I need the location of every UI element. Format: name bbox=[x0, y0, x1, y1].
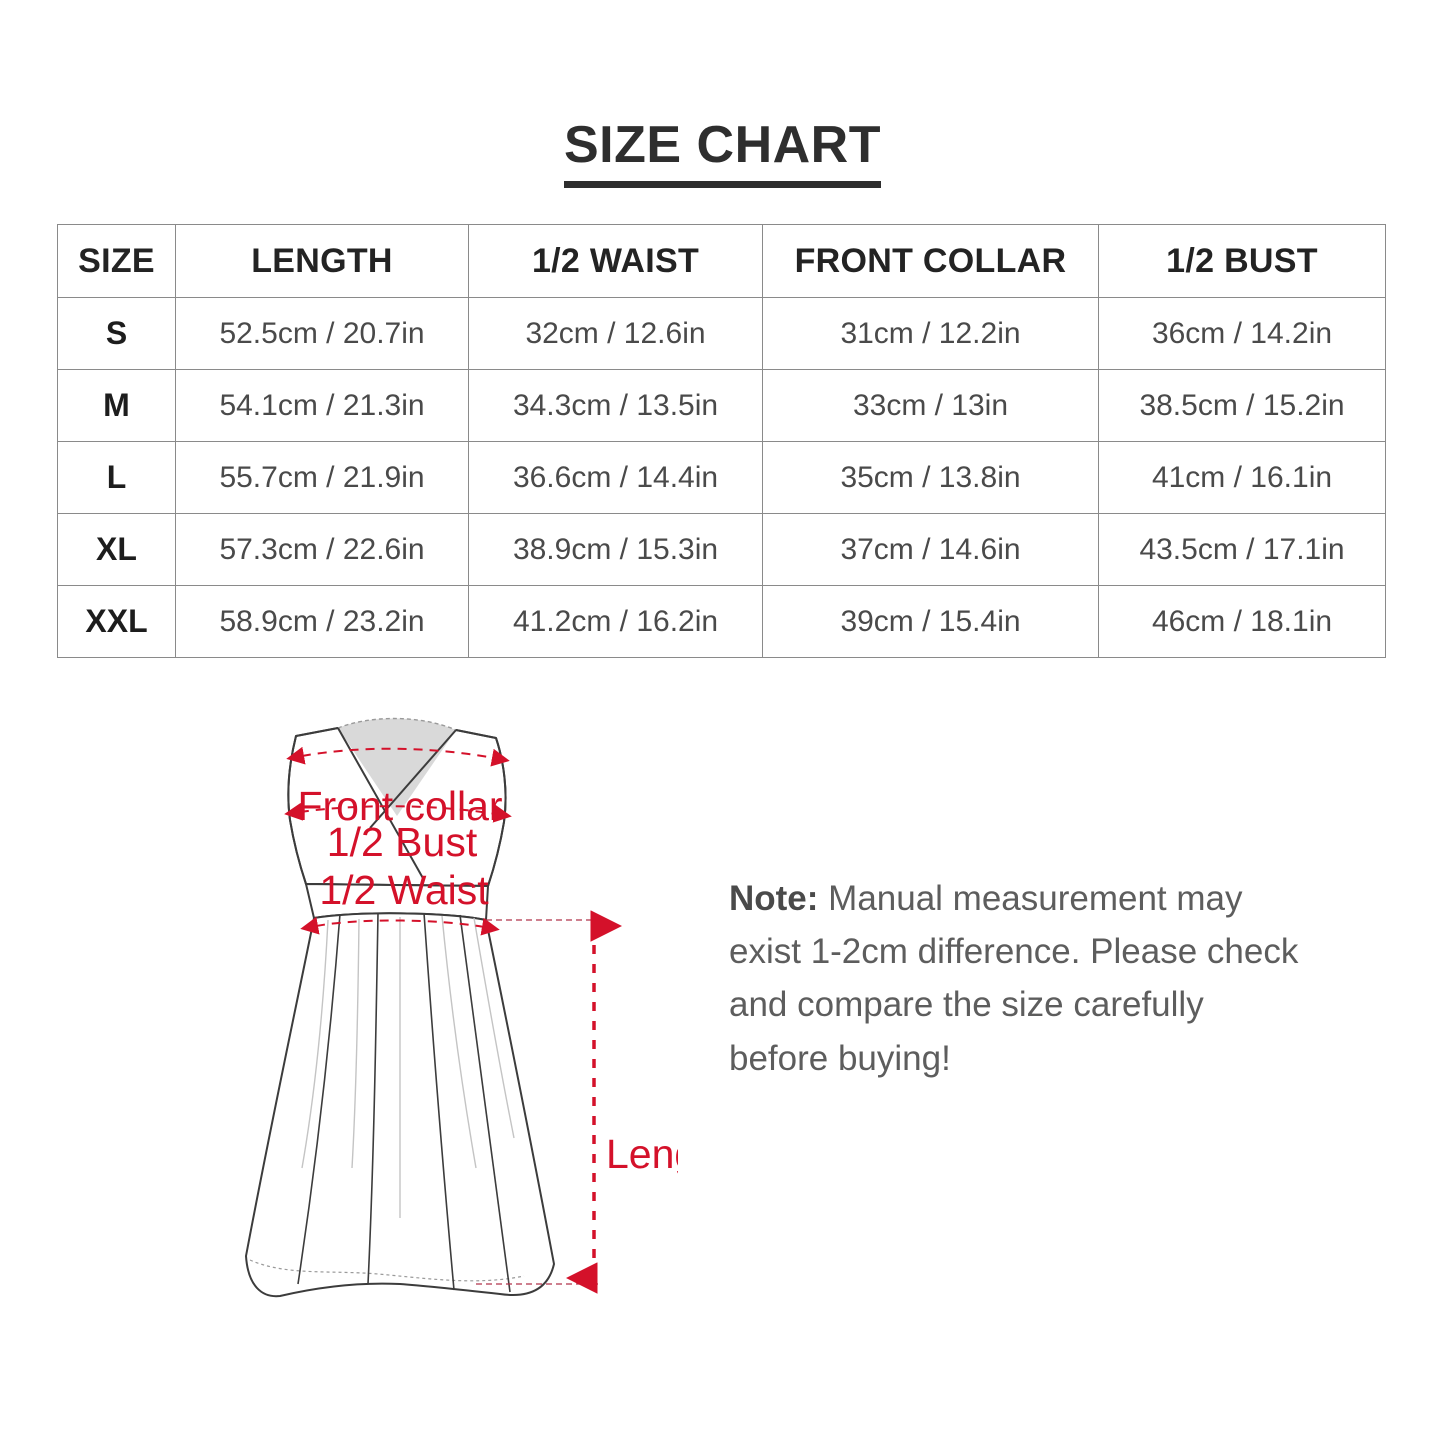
cell-length: 54.1cm / 21.3in bbox=[175, 369, 469, 442]
cell-half-waist: 36.6cm / 14.4in bbox=[468, 441, 763, 514]
half-bust-measure bbox=[284, 802, 512, 823]
cell-half-waist: 41.2cm / 16.2in bbox=[468, 585, 763, 658]
cell-size: M bbox=[57, 369, 176, 442]
column-header-size: SIZE bbox=[57, 224, 176, 298]
size-chart-table: SIZE LENGTH 1/2 WAIST FRONT COLLAR 1/2 B… bbox=[57, 224, 1386, 658]
table-row: S 52.5cm / 20.7in 32cm / 12.6in 31cm / 1… bbox=[57, 297, 1386, 370]
table-row: XXL 58.9cm / 23.2in 41.2cm / 16.2in 39cm… bbox=[57, 585, 1386, 658]
cell-half-waist: 34.3cm / 13.5in bbox=[468, 369, 763, 442]
cell-half-bust: 36cm / 14.2in bbox=[1098, 297, 1386, 370]
cell-length: 52.5cm / 20.7in bbox=[175, 297, 469, 370]
half-waist-measure bbox=[300, 916, 500, 936]
cell-half-bust: 38.5cm / 15.2in bbox=[1098, 369, 1386, 442]
length-measure bbox=[476, 910, 622, 1294]
page-title: SIZE CHART bbox=[564, 118, 881, 188]
cell-size: S bbox=[57, 297, 176, 370]
column-header-half-waist: 1/2 WAIST bbox=[468, 224, 763, 298]
half-waist-label: 1/2 Waist bbox=[319, 867, 489, 913]
cell-front-collar: 39cm / 15.4in bbox=[762, 585, 1099, 658]
cell-half-waist: 32cm / 12.6in bbox=[468, 297, 763, 370]
cell-front-collar: 35cm / 13.8in bbox=[762, 441, 1099, 514]
note-text: Manual measurement may exist 1-2cm diffe… bbox=[729, 879, 1299, 1078]
table-row: L 55.7cm / 21.9in 36.6cm / 14.4in 35cm /… bbox=[57, 441, 1386, 514]
table-header: SIZE LENGTH 1/2 WAIST FRONT COLLAR 1/2 B… bbox=[57, 224, 1386, 298]
cell-size: XXL bbox=[57, 585, 176, 658]
skirt bbox=[245, 912, 555, 1298]
column-header-length: LENGTH bbox=[175, 224, 469, 298]
column-header-half-bust: 1/2 BUST bbox=[1098, 224, 1386, 298]
table-header-row: SIZE LENGTH 1/2 WAIST FRONT COLLAR 1/2 B… bbox=[57, 224, 1386, 298]
table-row: M 54.1cm / 21.3in 34.3cm / 13.5in 33cm /… bbox=[57, 369, 1386, 442]
cell-half-bust: 46cm / 18.1in bbox=[1098, 585, 1386, 658]
neckline-fill bbox=[337, 717, 457, 816]
cell-size: L bbox=[57, 441, 176, 514]
note-label: Note: bbox=[729, 879, 819, 918]
cell-length: 58.9cm / 23.2in bbox=[175, 585, 469, 658]
cell-half-bust: 43.5cm / 17.1in bbox=[1098, 513, 1386, 586]
column-header-front-collar: FRONT COLLAR bbox=[762, 224, 1099, 298]
front-collar-measure bbox=[286, 746, 510, 767]
dress-diagram: Front collar 1/2 Bust 1/2 Waist Length bbox=[228, 698, 678, 1388]
note-block: Note: Manual measurement may exist 1-2cm… bbox=[729, 872, 1309, 1085]
cell-front-collar: 33cm / 13in bbox=[762, 369, 1099, 442]
cell-half-bust: 41cm / 16.1in bbox=[1098, 441, 1386, 514]
half-bust-label: 1/2 Bust bbox=[327, 819, 478, 865]
cell-length: 57.3cm / 22.6in bbox=[175, 513, 469, 586]
cell-front-collar: 37cm / 14.6in bbox=[762, 513, 1099, 586]
cell-front-collar: 31cm / 12.2in bbox=[762, 297, 1099, 370]
table-body: S 52.5cm / 20.7in 32cm / 12.6in 31cm / 1… bbox=[57, 297, 1386, 658]
table-row: XL 57.3cm / 22.6in 38.9cm / 15.3in 37cm … bbox=[57, 513, 1386, 586]
cell-size: XL bbox=[57, 513, 176, 586]
cell-length: 55.7cm / 21.9in bbox=[175, 441, 469, 514]
title-block: SIZE CHART bbox=[0, 118, 1445, 188]
length-label: Length bbox=[606, 1131, 678, 1177]
cell-half-waist: 38.9cm / 15.3in bbox=[468, 513, 763, 586]
